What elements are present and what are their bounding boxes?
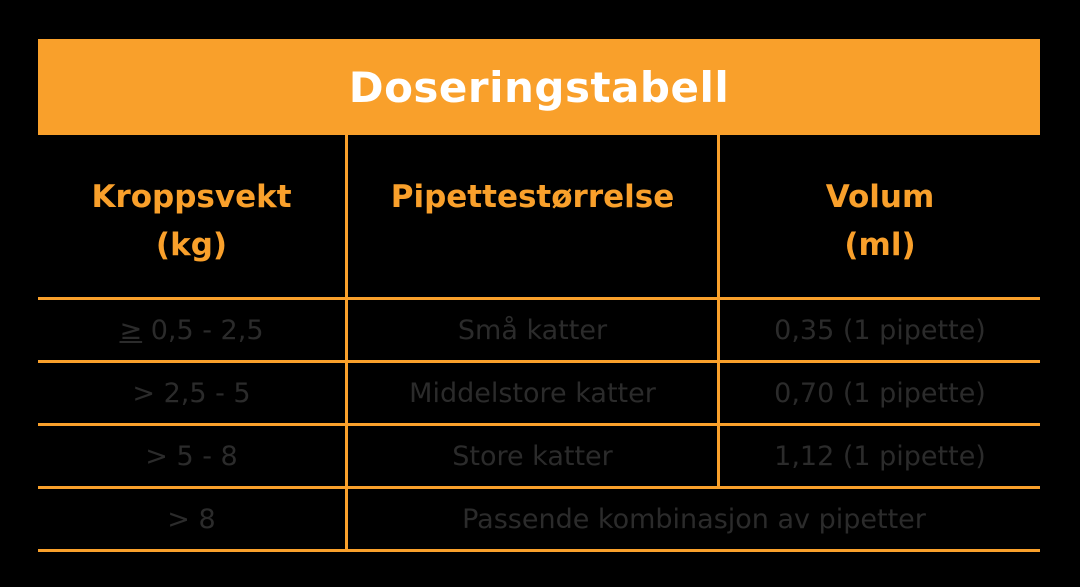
header-pipette-size: Pipettestørrelse [348, 135, 720, 297]
weight-cell: ≥ 0,5 - 2,5 [38, 300, 348, 360]
weight-cell: > 2,5 - 5 [38, 363, 348, 423]
table-row: ≥ 0,5 - 2,5 Små katter 0,35 (1 pipette) [38, 300, 1040, 363]
greater-equal-symbol: ≥ [119, 314, 143, 346]
size-cell: Middelstore katter [348, 363, 720, 423]
table-title-banner: Doseringstabell [38, 39, 1040, 135]
size-cell: Store katter [348, 426, 720, 486]
size-cell: Små katter [348, 300, 720, 360]
table-row: > 2,5 - 5 Middelstore katter 0,70 (1 pip… [38, 363, 1040, 426]
header-volume: Volum (ml) [825, 179, 935, 263]
header-row: Kroppsvekt (kg) Pipettestørrelse Volum (… [38, 135, 1040, 300]
table-row: > 5 - 8 Store katter 1,12 (1 pipette) [38, 426, 1040, 489]
header-body-weight: Kroppsvekt (kg) [38, 135, 348, 297]
volume-cell: 0,70 (1 pipette) [774, 377, 986, 409]
combined-size-volume-cell: Passende kombinasjon av pipetter [462, 503, 926, 535]
table-row: > 8 Passende kombinasjon av pipetter [38, 489, 1040, 552]
weight-cell: > 5 - 8 [38, 426, 348, 486]
weight-cell: > 8 [38, 489, 348, 549]
volume-cell: 0,35 (1 pipette) [774, 314, 986, 346]
volume-cell: 1,12 (1 pipette) [774, 440, 986, 472]
dosage-table: Kroppsvekt (kg) Pipettestørrelse Volum (… [38, 135, 1040, 552]
table-title: Doseringstabell [348, 62, 730, 112]
